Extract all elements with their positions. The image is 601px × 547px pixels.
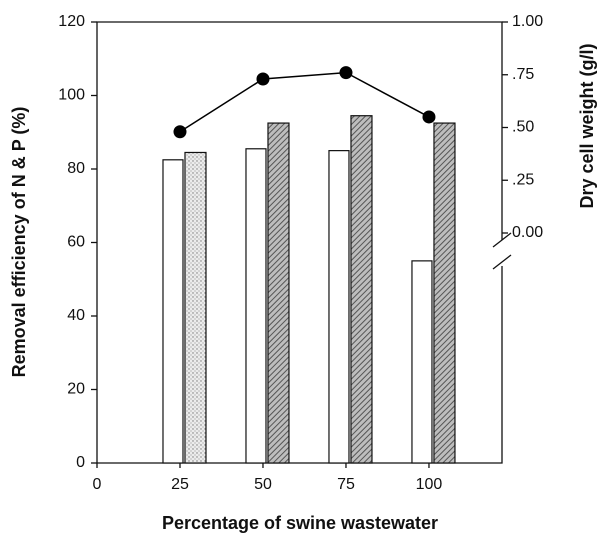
y2-tick-label: 1.00 bbox=[512, 13, 543, 30]
marker bbox=[339, 66, 353, 80]
bar bbox=[267, 122, 290, 464]
bar bbox=[433, 122, 456, 464]
bar bbox=[162, 159, 184, 464]
y2-tick-label: .25 bbox=[512, 171, 534, 188]
bar bbox=[184, 151, 207, 464]
y-tick-label: 40 bbox=[67, 307, 85, 324]
y-tick-label: 0 bbox=[76, 454, 85, 471]
bar bbox=[328, 150, 350, 464]
y-tick-label: 80 bbox=[67, 160, 85, 177]
bar bbox=[411, 260, 433, 464]
y2-axis-title: Dry cell weight (g/l) bbox=[577, 43, 597, 208]
marker bbox=[256, 72, 270, 86]
axis-break bbox=[492, 232, 512, 248]
y2-tick-label: .75 bbox=[512, 66, 534, 83]
marker bbox=[173, 125, 187, 139]
bar bbox=[350, 115, 373, 464]
y-tick-label: 60 bbox=[67, 234, 85, 251]
y-tick-label: 120 bbox=[58, 13, 85, 30]
y2-tick-label: 0.00 bbox=[512, 224, 543, 241]
x-axis-title: Percentage of swine wastewater bbox=[162, 513, 438, 533]
marker bbox=[422, 110, 436, 124]
line bbox=[179, 71, 430, 133]
y-axis-title: Removal efficiency of N & P (%) bbox=[9, 107, 29, 378]
bar bbox=[245, 148, 267, 464]
x-tick-label: 50 bbox=[254, 476, 272, 493]
x-tick-label: 75 bbox=[337, 476, 355, 493]
y-tick-label: 100 bbox=[58, 87, 85, 104]
y2-tick-label: .50 bbox=[512, 119, 534, 136]
x-tick-label: 0 bbox=[93, 476, 102, 493]
axis-break bbox=[492, 254, 512, 270]
x-tick-label: 25 bbox=[171, 476, 189, 493]
x-tick-label: 100 bbox=[416, 476, 443, 493]
y-tick-label: 20 bbox=[67, 381, 85, 398]
